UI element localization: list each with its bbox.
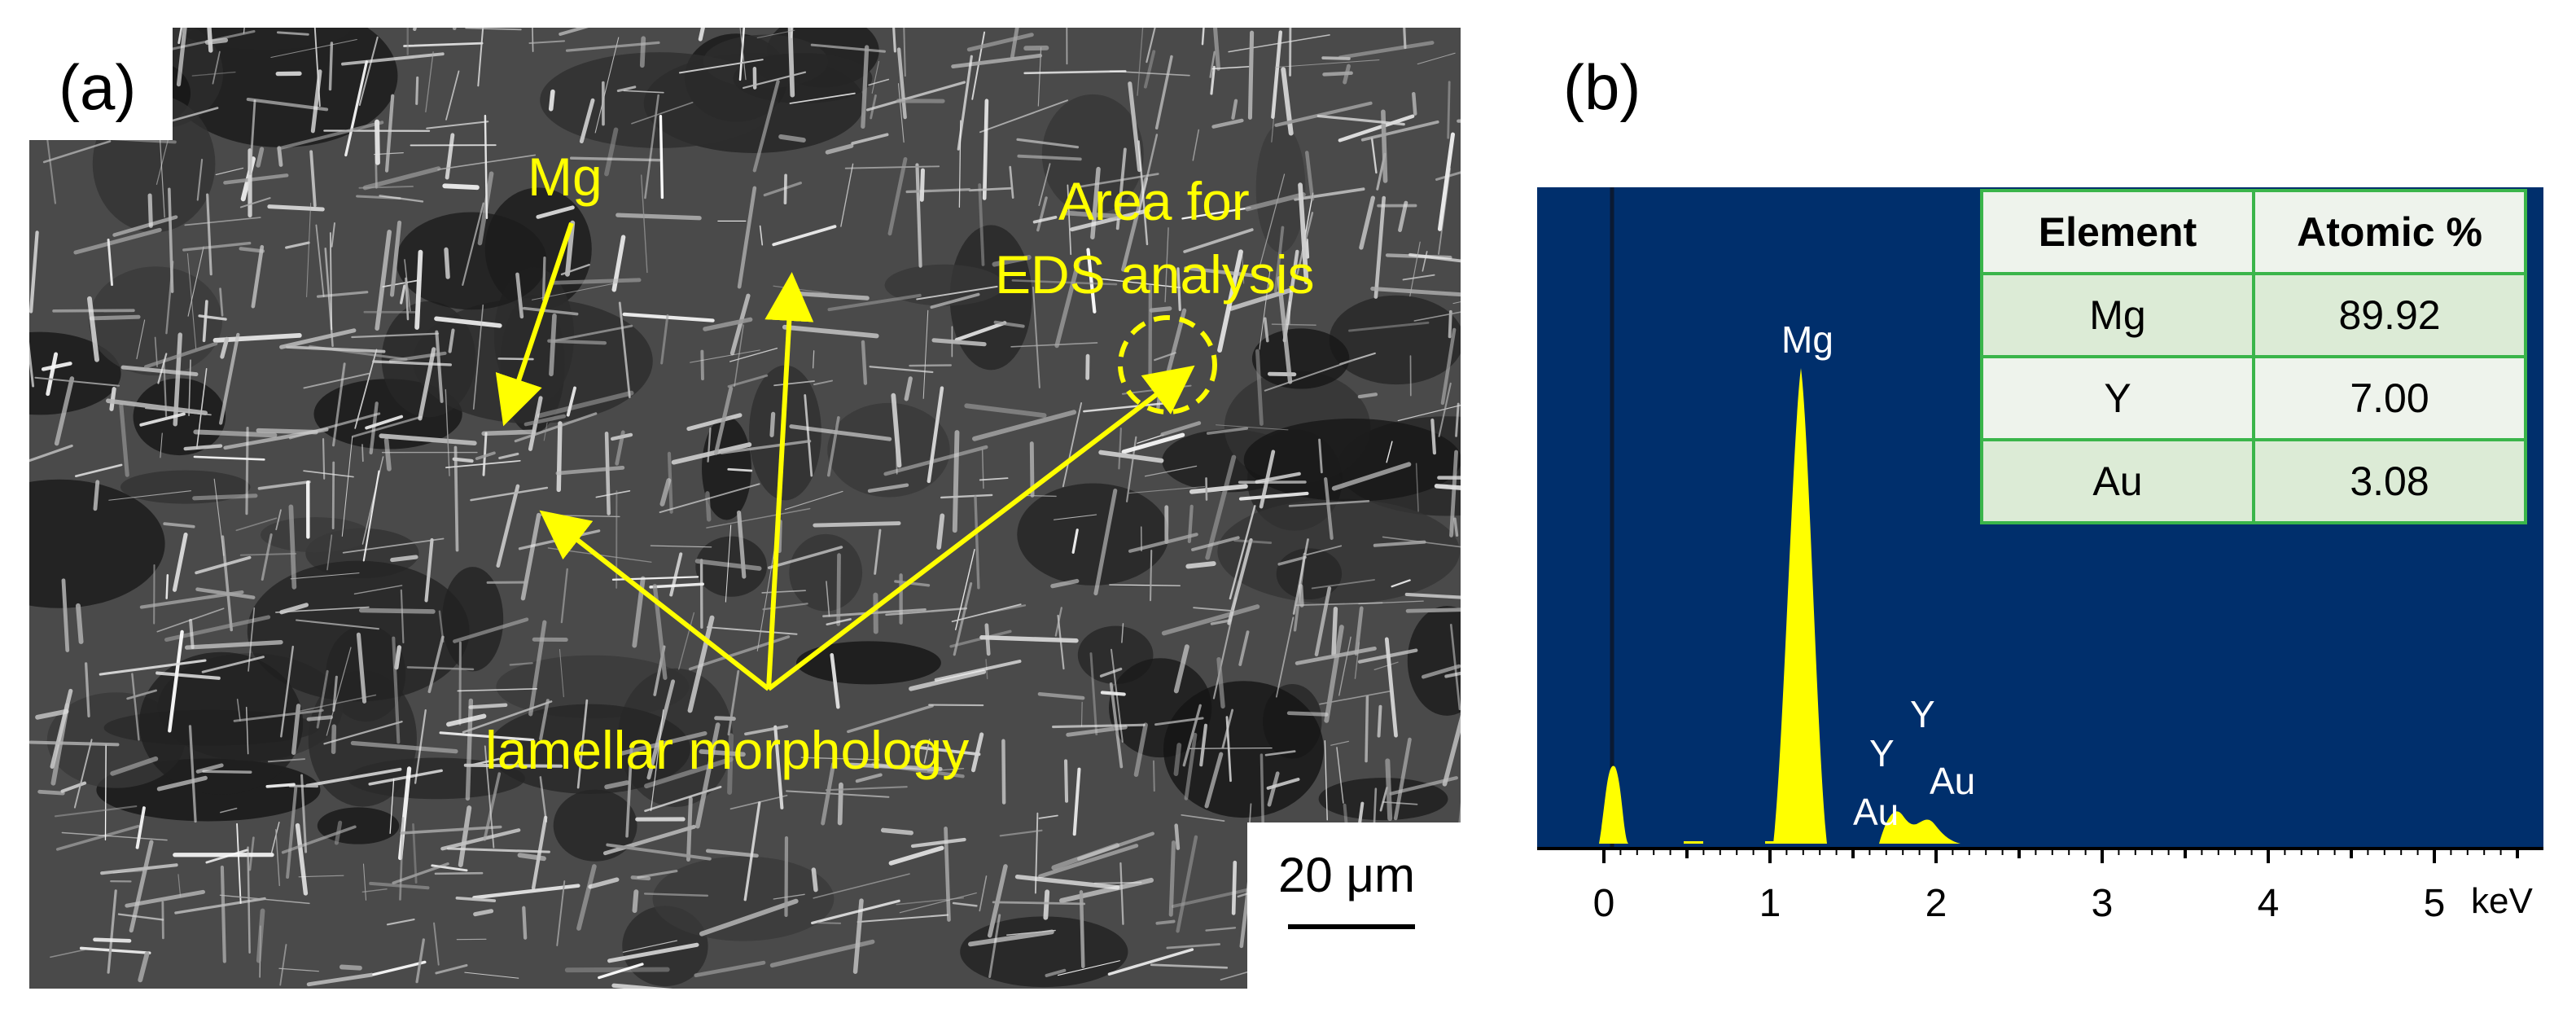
table-row: Au 3.08 (1980, 438, 2527, 524)
baseline-bits (1684, 841, 1781, 844)
table-header: Element (1980, 189, 2255, 275)
annotation-area-line1: Area for (1058, 171, 1250, 231)
sem-texture (29, 28, 1461, 989)
peak-label-y-lower: Y (1869, 732, 1895, 774)
sem-micrograph (29, 28, 1461, 989)
peak-zero (1599, 765, 1628, 844)
annotation-arrows (495, 222, 1217, 691)
tick-label-4: 4 (2257, 882, 2280, 925)
table-cell: Mg (1980, 272, 2255, 358)
peak-label-au-lower: Au (1853, 791, 1899, 833)
eds-composition-table: Element Atomic % Mg 89.92 Y 7.00 Au 3.08 (1980, 189, 2527, 524)
peak-label-y-upper: Y (1910, 693, 1935, 735)
tick-label-2: 2 (1925, 882, 1947, 925)
eds-spectrum (1599, 187, 1960, 847)
table-header: Atomic % (2252, 189, 2527, 275)
arrow-lamellar-up (764, 272, 814, 690)
table-cell: 7.00 (2252, 355, 2527, 441)
tick-label-3: 3 (2091, 882, 2114, 925)
peak-y-au (1879, 811, 1960, 844)
table-cell: 3.08 (2252, 438, 2527, 524)
table-cell: 89.92 (2252, 272, 2527, 358)
annotation-lamellar: lamellar morphology (485, 720, 970, 780)
scale-bar-label: 20 μm (1278, 848, 1415, 902)
x-axis-unit: keV (2471, 881, 2533, 921)
tick-label-1: 1 (1759, 882, 1781, 925)
annotation-mg: Mg (528, 147, 602, 207)
peak-label-au-upper: Au (1930, 760, 1976, 802)
arrow-lamellar-left (539, 510, 770, 691)
peak-label-mg: Mg (1781, 318, 1833, 361)
label-a-background (29, 28, 173, 140)
table-header-row: Element Atomic % (1980, 189, 2527, 275)
arrow-lamellar-right (767, 365, 1195, 691)
table-row: Mg 89.92 (1980, 272, 2527, 358)
tick-label-5: 5 (2423, 882, 2446, 925)
peak-mg (1773, 368, 1827, 844)
x-axis (1537, 847, 2543, 863)
tick-label-0: 0 (1592, 882, 1615, 925)
annotation-area-line2: EDS analysis (995, 244, 1315, 305)
table-row: Y 7.00 (1980, 355, 2527, 441)
table-cell: Au (1980, 438, 2255, 524)
eds-area-circle (1118, 315, 1217, 415)
panel-label-a: (a) (59, 51, 137, 123)
arrow-mg (495, 222, 574, 427)
axis-ticks (1602, 849, 2519, 863)
scale-box (1247, 822, 1461, 989)
panel-label-b: (b) (1563, 51, 1641, 123)
scale-bar (1288, 924, 1415, 929)
table-cell: Y (1980, 355, 2255, 441)
